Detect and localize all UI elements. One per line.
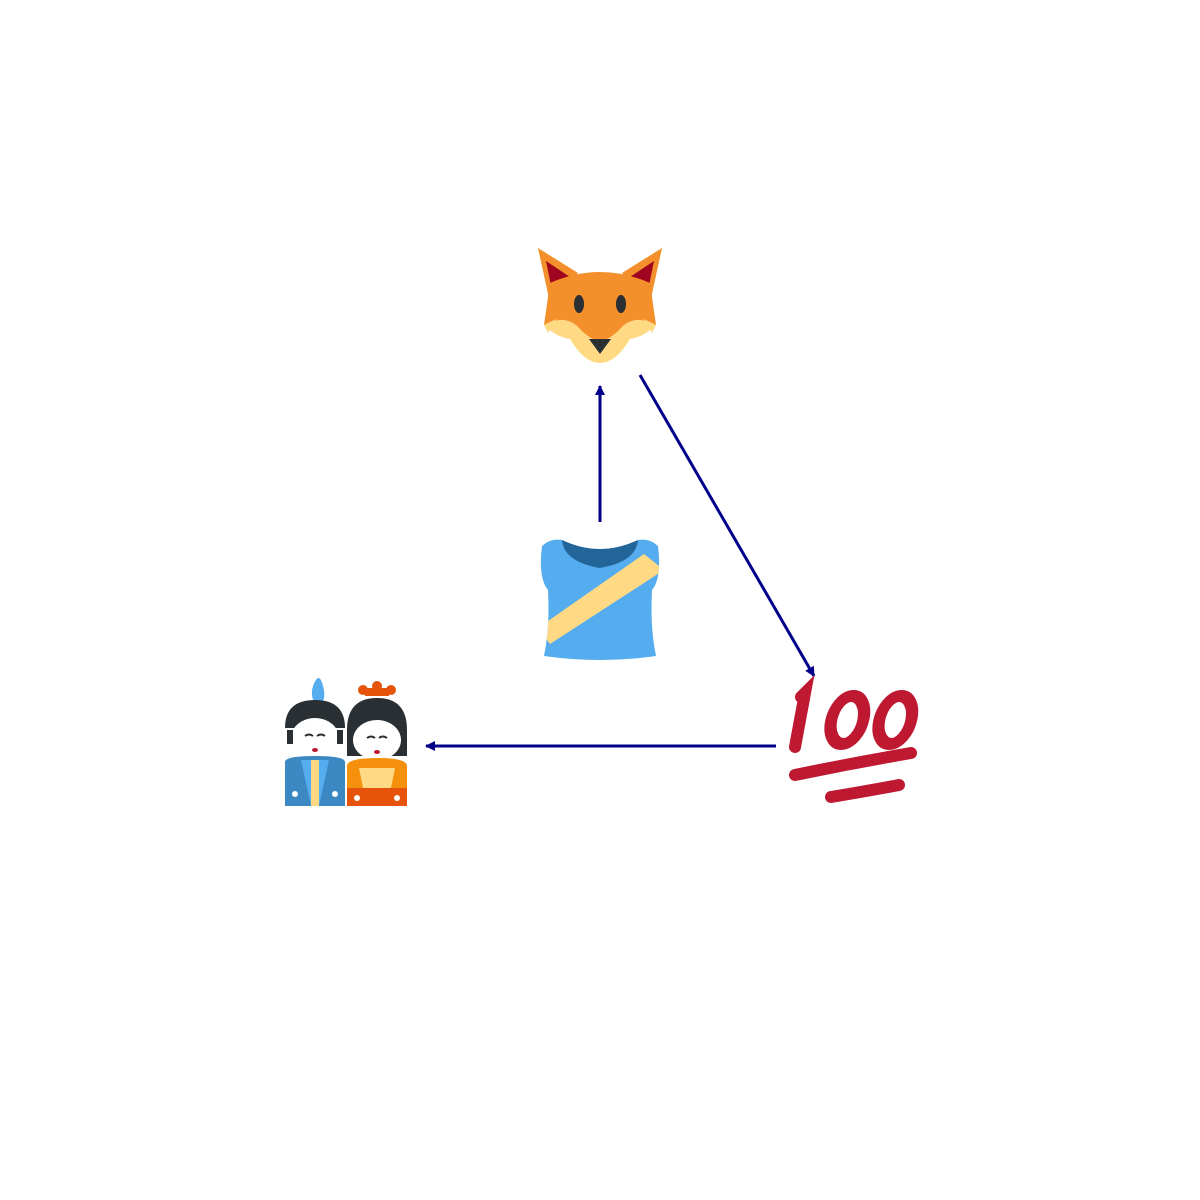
running-shirt-icon (540, 539, 660, 660)
edge-fox-to-hundred (638, 374, 816, 677)
fox-face-icon (538, 248, 662, 363)
edges (425, 374, 816, 751)
hundred-points-icon (789, 675, 919, 803)
japanese-dolls-icon (285, 678, 407, 806)
